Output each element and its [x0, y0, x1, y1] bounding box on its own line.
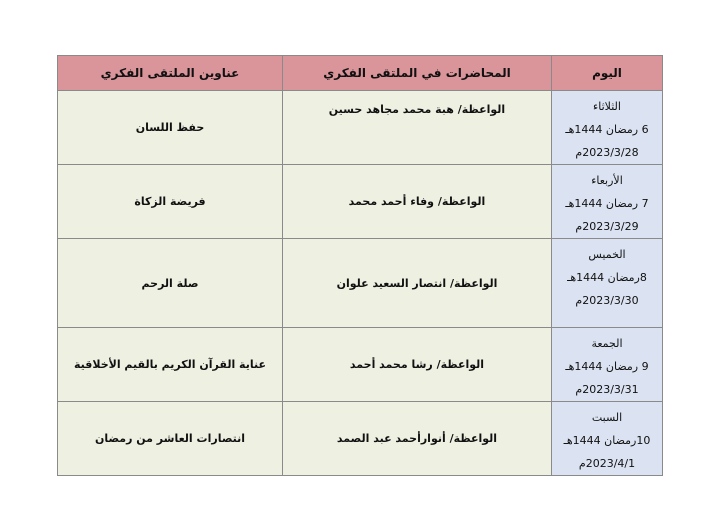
day-cell: الخميس 8رمضان 1444هـ 2023/3/30م — [551, 238, 663, 328]
title-cell: انتصارات العاشر من رمضان — [57, 401, 283, 476]
header-titles: عناوين الملتقى الفكري — [57, 55, 283, 91]
header-lecturers: المحاضرات في الملتقى الفكري — [282, 55, 552, 91]
header-day: اليوم — [551, 55, 663, 91]
table-row: الأربعاء 7 رمضان 1444هـ 2023/3/29م الواعظة… — [57, 164, 663, 239]
gregorian-date: 2023/4/1م — [578, 457, 636, 470]
gregorian-date: 2023/3/29م — [575, 220, 639, 233]
day-name: الثلاثاء — [593, 100, 621, 113]
lecturer-cell: الواعظة/ هبة محمد مجاهد حسين — [282, 90, 552, 165]
day-cell: السبت 10رمضان 1444هـ 2023/4/1م — [551, 401, 663, 476]
day-name: الجمعة — [591, 337, 623, 350]
lecturer-cell: الواعظة/ وفاء أحمد محمد — [282, 164, 552, 239]
lecturer-cell: الواعظة/ انتصار السعيد علوان — [282, 238, 552, 328]
day-cell: الأربعاء 7 رمضان 1444هـ 2023/3/29م — [551, 164, 663, 239]
hijri-date: 9 رمضان 1444هـ — [565, 360, 649, 373]
day-cell: الجمعة 9 رمضان 1444هـ 2023/3/31م — [551, 327, 663, 402]
table-row: الخميس 8رمضان 1444هـ 2023/3/30م الواعظة/ ا… — [57, 238, 663, 328]
hijri-date: 6 رمضان 1444هـ — [565, 123, 649, 136]
day-name: الأربعاء — [591, 174, 623, 187]
day-cell: الثلاثاء 6 رمضان 1444هـ 2023/3/28م — [551, 90, 663, 165]
gregorian-date: 2023/3/30م — [575, 294, 639, 307]
hijri-date: 10رمضان 1444هـ — [563, 434, 651, 447]
day-name: الخميس — [588, 248, 626, 261]
day-name: السبت — [591, 411, 623, 424]
hijri-date: 8رمضان 1444هـ — [567, 271, 647, 284]
schedule-table: اليوم المحاضرات في الملتقى الفكري عناوين… — [57, 55, 663, 476]
title-cell: صلة الرحم — [57, 238, 283, 328]
table-row: الجمعة 9 رمضان 1444هـ 2023/3/31م الواعظة/ … — [57, 327, 663, 402]
gregorian-date: 2023/3/28م — [575, 146, 639, 159]
title-cell: عناية القرآن الكريم بالقيم الأخلاقية — [57, 327, 283, 402]
table-row: السبت 10رمضان 1444هـ 2023/4/1م الواعظة/ أن… — [57, 401, 663, 476]
lecturer-cell: الواعظة/ رشا محمد أحمد — [282, 327, 552, 402]
title-cell: حفظ اللسان — [57, 90, 283, 165]
gregorian-date: 2023/3/31م — [575, 383, 639, 396]
title-cell: فريضة الزكاة — [57, 164, 283, 239]
lecturer-cell: الواعظة/ أنوارأحمد عبد الصمد — [282, 401, 552, 476]
header-row: اليوم المحاضرات في الملتقى الفكري عناوين… — [57, 55, 663, 91]
table-row: الثلاثاء 6 رمضان 1444هـ 2023/3/28م الواعظة… — [57, 90, 663, 165]
hijri-date: 7 رمضان 1444هـ — [565, 197, 649, 210]
